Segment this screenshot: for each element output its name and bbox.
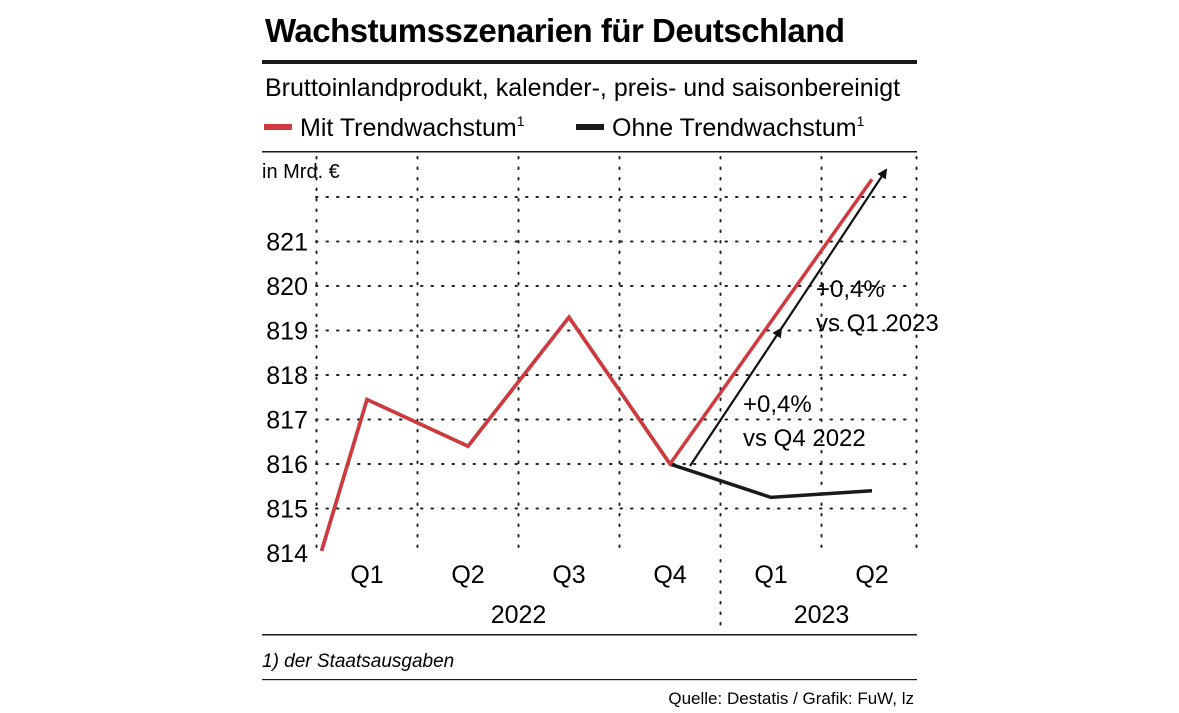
y-axis-unit-label: in Mrd. € [262,161,340,183]
series-line-mit-trendwachstum [319,178,874,552]
year-labels: 2022 2023 [491,601,850,629]
y-tick-labels: 814 815 816 817 818 819 820 821 [266,229,308,569]
y-tick-817: 817 [266,407,308,435]
legend-label-no-trend: Ohne Trendwachstum1 [612,113,865,142]
annotation-pct-q1: +0,4% [816,276,885,303]
y-tick-818: 818 [266,362,308,390]
chart-subtitle: Bruttoinlandprodukt, kalender-, preis- u… [265,74,900,102]
annotation-ref-q1: vs Q1 2023 [816,310,939,337]
annotation-ref-q4: vs Q4 2022 [743,425,866,452]
chart-bottom-rule [262,634,917,636]
legend-label-trend: Mit Trendwachstum1 [300,113,525,142]
year-label-2022: 2022 [491,601,547,629]
legend: Mit Trendwachstum1 Ohne Trendwachstum1 [264,113,865,142]
footer-rule [262,679,917,681]
y-tick-816: 816 [266,451,308,479]
x-tick-3: Q4 [653,561,686,589]
legend-rule [262,151,917,153]
y-tick-821: 821 [266,229,308,257]
y-tick-814: 814 [266,540,308,568]
x-tick-4: Q1 [754,561,787,589]
y-tick-819: 819 [266,318,308,346]
x-tick-1: Q2 [451,561,484,589]
series-lines [319,178,874,552]
legend-swatch-trend [264,124,292,130]
chart-title: Wachstumsszenarien für Deutschland [265,12,845,49]
grid [315,156,918,631]
legend-swatch-no-trend [576,124,604,130]
x-tick-0: Q1 [350,561,383,589]
year-label-2023: 2023 [794,601,850,629]
annotation-pct-q4: +0,4% [743,391,812,418]
footnote: 1) der Staatsausgaben [262,651,454,672]
x-tick-2: Q3 [552,561,585,589]
arrow-vs-q4-2022 [689,327,783,467]
arrow-vs-q1-2023 [780,168,888,330]
y-tick-815: 815 [266,496,308,524]
x-tick-labels: Q1 Q2 Q3 Q4 Q1 Q2 [350,561,888,589]
title-rule [262,60,917,64]
source-credit: Quelle: Destatis / Grafik: FuW, lz [668,689,914,708]
x-tick-5: Q2 [855,561,888,589]
y-tick-820: 820 [266,273,308,301]
